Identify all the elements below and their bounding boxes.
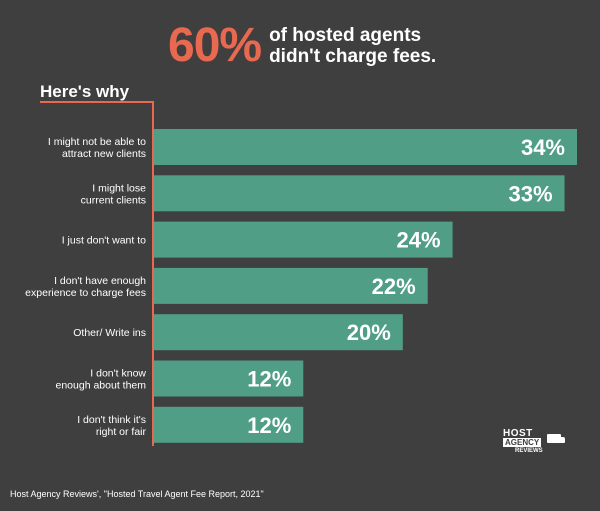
logo-line-3: REVIEWS [515,448,543,454]
category-label-5: I don't know enough about them [56,368,147,392]
category-label-3: I don't have enough experience to charge … [25,275,146,299]
headline-text: of hosted agents didn't charge fees. [269,25,459,67]
bar-4 [154,314,403,351]
category-label-4: Other/ Write ins [73,327,146,339]
section-title-underline [40,101,152,103]
value-label-3: 22% [372,274,416,299]
category-label-4-line-0: Other/ Write ins [73,327,146,339]
category-label-5-line-1: enough about them [56,380,147,392]
category-label-6: I don't think it's right or fair [77,414,146,438]
category-label-1: I might lose current clients [81,182,147,206]
bar-5 [154,360,304,397]
value-label-2: 24% [397,228,441,253]
bar-0 [154,129,577,165]
category-label-1-line-0: I might lose [92,182,146,194]
headline: 60% of hosted agents didn't charge fees. [168,18,459,74]
headline-percentage: 60% [168,19,262,72]
value-label-0: 34% [521,135,565,160]
value-label-6: 12% [247,413,291,438]
category-label-3-line-1: experience to charge fees [25,287,146,299]
category-label-2-line-0: I just don't want to [62,235,146,247]
bar-3 [154,267,428,304]
logo-line-2: AGENCY [503,438,542,447]
category-label-6-line-1: right or fair [96,426,147,438]
headline-line-2: didn't charge fees. [269,46,437,67]
category-label-0-line-1: attract new clients [62,148,146,160]
bar-6 [154,406,304,443]
chart-axis-line [152,101,154,446]
headline-line-1: of hosted agents [269,25,422,46]
truck-icon [547,434,565,443]
host-agency-reviews-logo: HOST AGENCY REVIEWS [499,428,569,458]
value-label-5: 12% [247,367,291,392]
category-label-1-line-1: current clients [81,194,146,206]
value-label-4: 20% [347,320,391,345]
section-title: Here's why [40,82,130,101]
category-label-5-line-0: I don't know [90,368,146,380]
value-label-1: 33% [509,181,553,206]
category-label-3-line-0: I don't have enough [54,275,146,287]
category-label-0-line-0: I might not be able to [48,136,146,148]
bar-2 [154,221,453,258]
source-citation: Host Agency Reviews', "Hosted Travel Age… [10,489,264,499]
category-label-0: I might not be able to attract new client… [48,136,146,160]
category-label-2: I just don't want to [62,235,146,247]
logo-line-1: HOST [503,428,533,439]
bar-1 [154,175,565,212]
category-label-6-line-0: I don't think it's [77,414,146,426]
